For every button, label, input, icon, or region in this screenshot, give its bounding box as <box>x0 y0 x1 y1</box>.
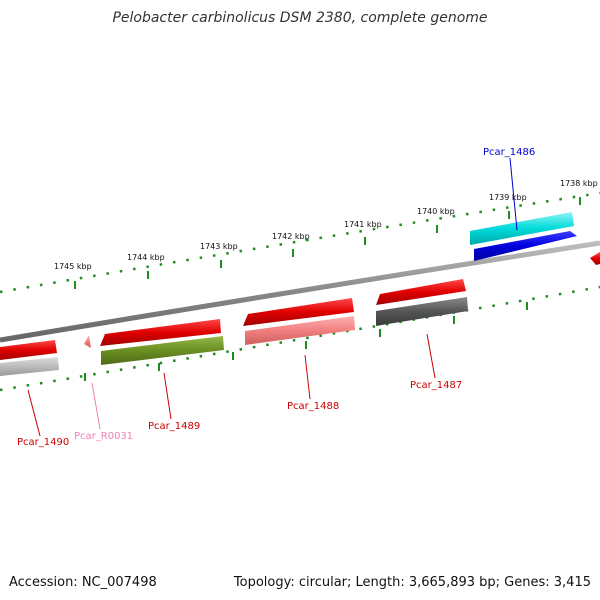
accession-text: Accession: NC_007498 <box>9 575 157 590</box>
gene-label-pcar-1487[interactable]: Pcar_1487 <box>410 380 462 391</box>
scale-label-1745: 1745 kbp <box>54 262 92 271</box>
leader-pcar-1490 <box>27 389 41 437</box>
gene-label-pcar-1490[interactable]: Pcar_1490 <box>17 437 69 448</box>
cog-band-1489 <box>101 336 224 365</box>
leader-pcar-r0031 <box>91 382 101 430</box>
genome-backbone <box>0 240 600 343</box>
gene-label-pcar-1488[interactable]: Pcar_1488 <box>287 401 339 412</box>
cog-band-1490 <box>0 357 59 376</box>
map-title: Pelobacter carbinolicus DSM 2380, comple… <box>112 10 488 26</box>
gene-pcar-1488[interactable] <box>243 298 354 326</box>
leader-pcar-1489 <box>163 372 172 420</box>
gene-pcar-1490[interactable] <box>0 340 57 360</box>
scale-label-1740: 1740 kbp <box>417 207 455 216</box>
gene-right-edge[interactable] <box>590 252 600 265</box>
inner-scale-dots <box>0 285 600 392</box>
genome-summary-text: Topology: circular; Length: 3,665,893 bp… <box>233 575 591 590</box>
scale-label-1738: 1738 kbp <box>560 179 598 188</box>
inner-major-ticks <box>84 302 528 381</box>
outer-major-ticks <box>74 197 581 289</box>
gene-label-pcar-r0031[interactable]: Pcar_R0031 <box>74 431 133 442</box>
gene-pcar-r0031[interactable] <box>84 335 91 348</box>
leader-pcar-1488 <box>304 354 311 400</box>
gene-pcar-1487[interactable] <box>376 279 466 305</box>
gene-label-pcar-1489[interactable]: Pcar_1489 <box>148 421 200 432</box>
cog-band-1488 <box>245 316 355 345</box>
scale-label-1742: 1742 kbp <box>272 232 310 241</box>
leader-pcar-1487 <box>426 333 436 379</box>
scale-label-1744: 1744 kbp <box>127 253 165 262</box>
cog-band-1487 <box>376 297 468 326</box>
leader-pcar-1486 <box>509 157 518 231</box>
scale-label-1739: 1739 kbp <box>489 193 527 202</box>
gene-pcar-1486[interactable] <box>474 231 577 261</box>
gene-label-pcar-1486[interactable]: Pcar_1486 <box>483 147 535 158</box>
gene-pcar-1489[interactable] <box>100 319 221 346</box>
scale-label-1741: 1741 kbp <box>344 220 382 229</box>
scale-label-1743: 1743 kbp <box>200 242 238 251</box>
cog-band-1486 <box>470 212 574 245</box>
